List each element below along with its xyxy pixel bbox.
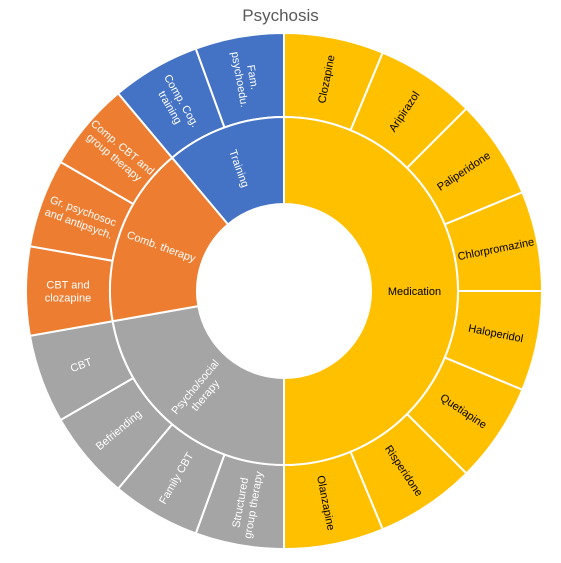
segment-training bbox=[170, 115, 285, 226]
chart-title: Psychosis bbox=[242, 6, 319, 25]
segment-cbt-and-clozapine-label: CBT and clozapine bbox=[45, 279, 91, 304]
segment-medication bbox=[283, 115, 459, 467]
segment-psycho-social-therapy bbox=[111, 304, 285, 467]
segment-comb-therapy bbox=[109, 156, 230, 323]
segment-medication-label: Medication bbox=[388, 286, 441, 298]
